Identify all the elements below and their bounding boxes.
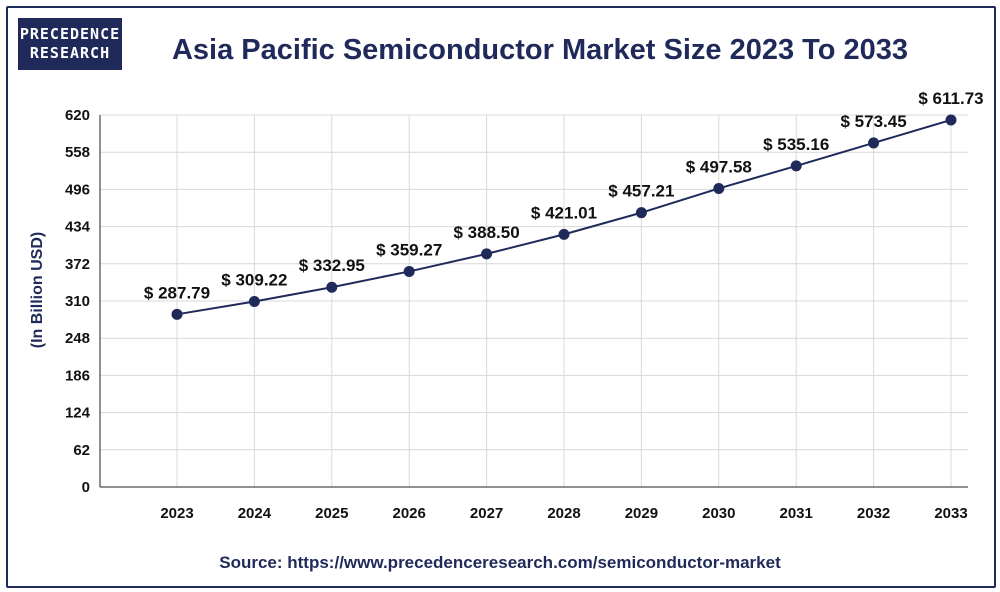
data-label: $ 611.73: [918, 89, 983, 108]
logo-line-1: PRECEDENCE: [19, 25, 121, 43]
x-tick-label: 2032: [857, 505, 890, 522]
data-label: $ 535.16: [763, 135, 829, 154]
y-tick-label: 372: [65, 256, 90, 273]
data-point: [790, 160, 802, 172]
x-tick-label: 2027: [470, 505, 503, 522]
data-label: $ 359.27: [376, 240, 442, 259]
data-label: $ 573.45: [841, 112, 907, 131]
x-tick-label: 2023: [160, 505, 193, 522]
data-point: [171, 308, 183, 320]
data-point: [326, 281, 338, 293]
chart-frame: [6, 6, 996, 588]
y-tick-label: 0: [82, 479, 90, 496]
data-point: [635, 207, 647, 219]
y-tick-label: 186: [65, 367, 90, 384]
data-label: $ 332.95: [299, 256, 365, 275]
logo-line-2: RESEARCH: [29, 44, 111, 62]
data-point: [945, 114, 957, 126]
data-label: $ 457.21: [608, 182, 674, 201]
y-tick-label: 620: [65, 107, 90, 124]
x-tick-label: 2025: [315, 505, 348, 522]
y-tick-label: 434: [65, 219, 91, 236]
data-point: [713, 182, 725, 194]
data-point: [481, 248, 493, 260]
x-tick-label: 2026: [393, 505, 426, 522]
brand-logo: PRECEDENCE RESEARCH: [18, 18, 122, 70]
data-label: $ 309.22: [221, 270, 287, 289]
data-point: [868, 137, 880, 149]
data-point: [248, 295, 260, 307]
data-point: [558, 228, 570, 240]
x-tick-label: 2031: [780, 505, 813, 522]
data-point: [403, 265, 415, 277]
data-label: $ 388.50: [454, 223, 520, 242]
source-note: Source: https://www.precedenceresearch.c…: [219, 553, 781, 572]
data-label: $ 497.58: [686, 157, 752, 176]
data-label: $ 287.79: [144, 283, 210, 302]
chart-title: Asia Pacific Semiconductor Market Size 2…: [171, 34, 909, 66]
y-tick-label: 124: [65, 405, 91, 422]
y-tick-label: 558: [65, 144, 90, 161]
y-tick-label: 62: [73, 442, 90, 459]
y-tick-label: 248: [65, 330, 90, 347]
x-tick-label: 2024: [238, 505, 272, 522]
y-tick-label: 496: [65, 181, 90, 198]
x-tick-label: 2033: [934, 505, 967, 522]
x-tick-label: 2028: [547, 505, 580, 522]
x-tick-label: 2030: [702, 505, 735, 522]
y-tick-label: 310: [65, 293, 90, 310]
data-label: $ 421.01: [531, 203, 597, 222]
x-tick-label: 2029: [625, 505, 658, 522]
